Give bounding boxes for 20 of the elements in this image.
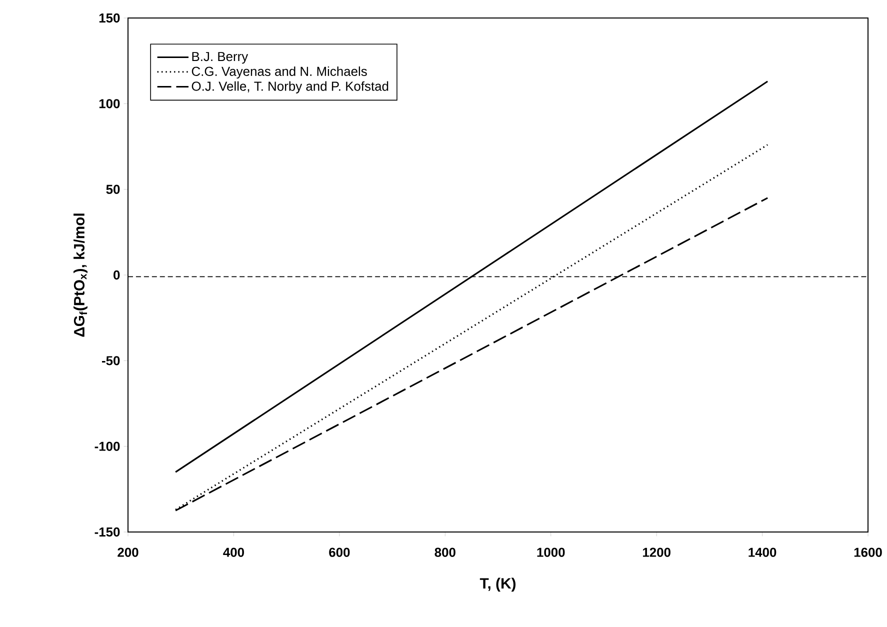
x-tick-label: 800 <box>434 548 456 557</box>
x-tick-label: 1200 <box>642 548 670 557</box>
legend-label: O.J. Velle, T. Norby and P. Kofstad <box>192 81 388 94</box>
x-tick-label: 400 <box>223 548 244 557</box>
x-tick-label: 1600 <box>854 548 882 557</box>
x-axis-title: T, (K) <box>480 578 516 592</box>
x-tick-label: 1400 <box>748 548 776 557</box>
y-tick-label: 150 <box>99 13 120 23</box>
x-tick-label: 1000 <box>537 548 565 557</box>
y-axis-title: ΔG$_{f}$(PtO$_{x}$), kJ/mol <box>74 214 88 337</box>
x-tick-label: 200 <box>118 548 138 557</box>
y-tick-label: 100 <box>99 99 120 108</box>
legend-label: B.J. Berry <box>192 52 248 64</box>
y-tick-label: -50 <box>102 356 120 366</box>
y-tick-label: 50 <box>106 184 120 194</box>
legend-label: C.G. Vayenas and N. Michaels <box>192 66 367 79</box>
y-tick-label: 0 <box>114 270 120 280</box>
y-tick-label: -100 <box>94 442 120 451</box>
x-tick-label: 600 <box>329 548 350 557</box>
y-tick-label: -150 <box>94 527 120 537</box>
